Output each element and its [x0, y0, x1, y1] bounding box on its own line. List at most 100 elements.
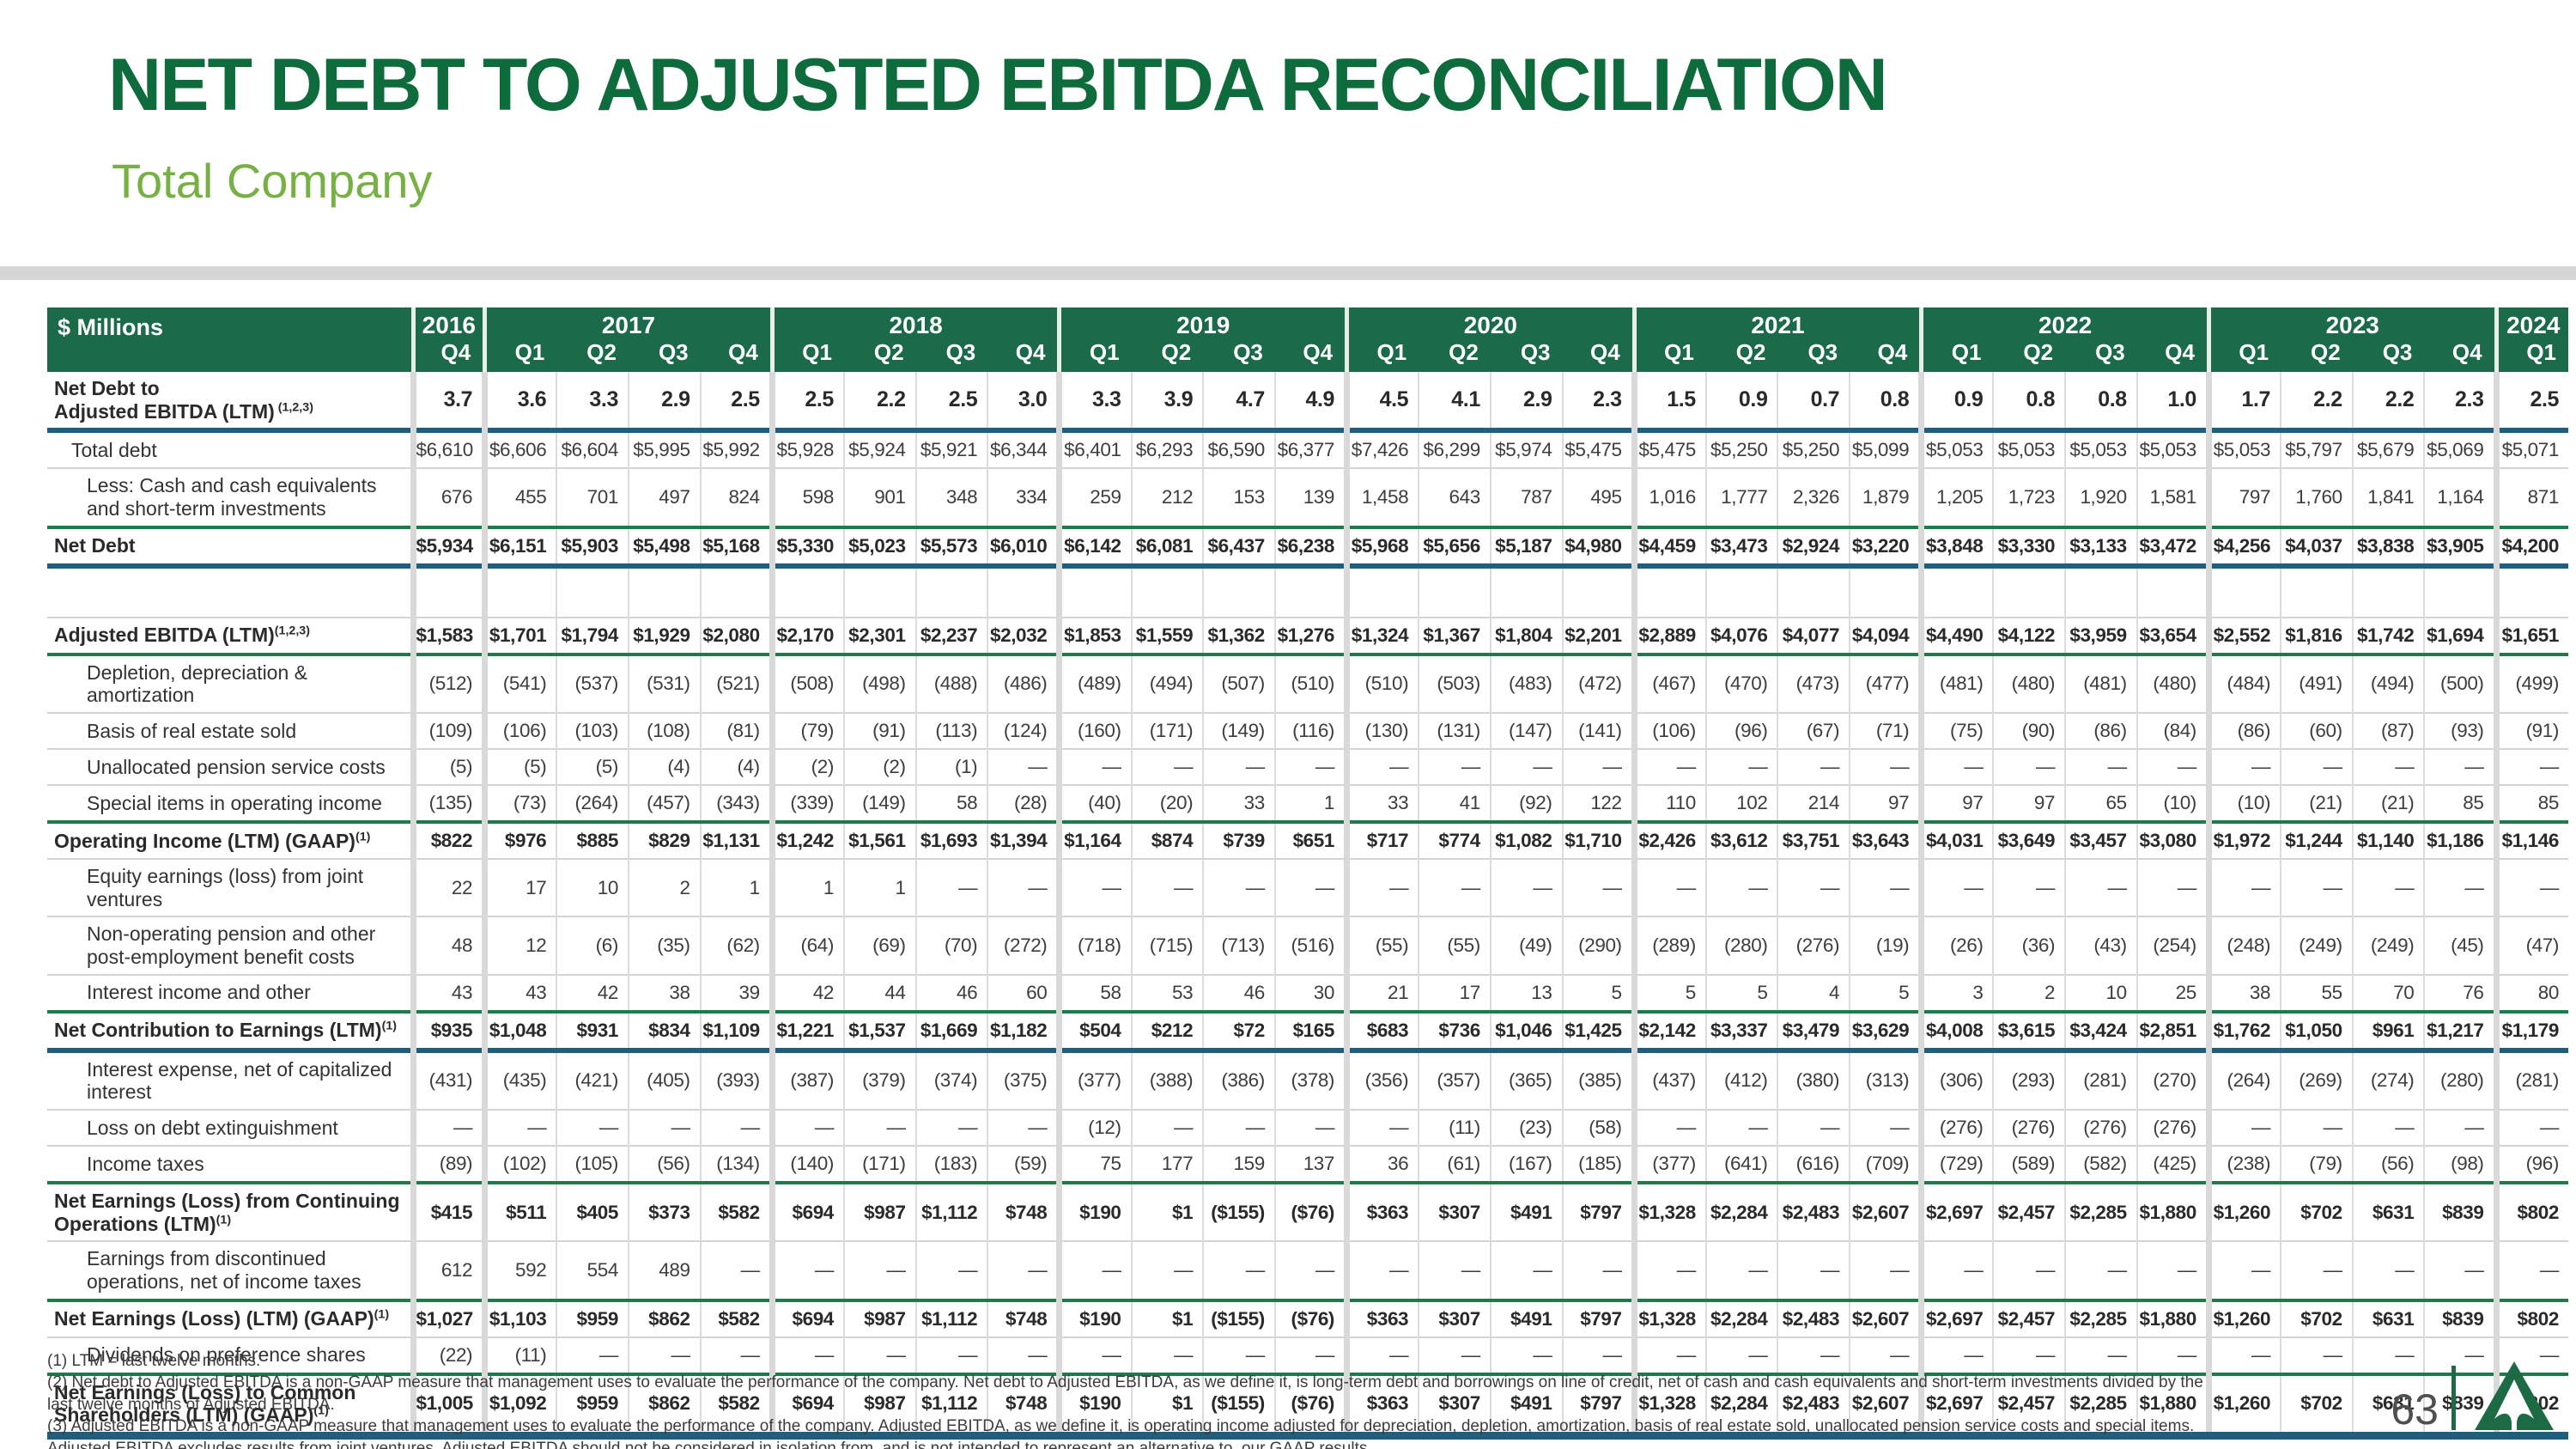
table-cell: $1,182 [987, 1011, 1060, 1050]
table-cell: $822 [410, 822, 485, 860]
table-cell: (380) [1777, 1050, 1850, 1111]
table-cell: — [1561, 859, 1635, 917]
table-cell: $491 [1489, 1373, 1563, 1436]
table-cell: — [1418, 749, 1491, 786]
table-cell: $504 [1056, 1011, 1132, 1050]
table-cell: 4.9 [1273, 372, 1347, 431]
table-cell: — [2351, 1241, 2425, 1300]
table-cell: $4,200 [2493, 527, 2568, 566]
table-cell: $5,656 [1418, 527, 1491, 566]
table-cell: — [1631, 1110, 1706, 1147]
quarter-header: Q2 [1993, 339, 2066, 372]
quarter-header: Q1 [2494, 339, 2568, 372]
table-cell: $3,649 [1992, 822, 2066, 860]
table-cell: — [1130, 859, 1204, 917]
table-cell: $1,880 [2136, 1300, 2209, 1337]
table-cell [1130, 565, 1204, 618]
table-cell: $1,853 [1056, 617, 1132, 654]
table-cell: (467) [1631, 654, 1706, 714]
table-cell: (379) [842, 1050, 916, 1111]
table-cell: $405 [556, 1183, 629, 1242]
table-cell: — [2493, 859, 2568, 917]
table-cell: — [1918, 859, 1994, 917]
table-cell: $683 [1344, 1011, 1419, 1050]
table-cell: 17 [1418, 974, 1491, 1012]
quarter-header: Q1 [2206, 339, 2281, 372]
table-cell: $363 [1344, 1373, 1419, 1436]
table-cell: $987 [842, 1183, 916, 1242]
table-cell: $1,972 [2205, 822, 2281, 860]
table-cell: 5 [1631, 974, 1706, 1012]
table-cell: $3,220 [1849, 527, 1922, 566]
table-cell: (289) [1631, 916, 1706, 975]
table-cell: (87) [2351, 713, 2425, 750]
table-cell [1849, 565, 1922, 618]
table-cell: $931 [556, 1011, 629, 1050]
table-cell: $797 [1561, 1373, 1635, 1436]
table-cell: 33 [1344, 785, 1419, 823]
table-cell: — [2205, 1110, 2281, 1147]
table-cell: 159 [1202, 1146, 1275, 1184]
table-cell: $5,934 [410, 527, 485, 566]
quarter-header: Q2 [1419, 339, 1491, 372]
table-cell: 1,841 [2351, 468, 2425, 527]
table-cell: $307 [1418, 1183, 1491, 1242]
company-logo-icon [2475, 1361, 2554, 1430]
table-cell: $1 [1130, 1183, 1204, 1242]
row-label: Dividends on preference shares [87, 1343, 366, 1367]
table-cell: (274) [2351, 1050, 2425, 1111]
table-cell: ($155) [1202, 1183, 1275, 1242]
table-cell: (306) [1918, 1050, 1994, 1111]
row-label: Interest expense, net of capitalized inte… [87, 1057, 392, 1104]
table-cell: 46 [1202, 974, 1275, 1012]
table-cell: — [1631, 1241, 1706, 1300]
table-cell: (385) [1561, 1050, 1635, 1111]
table-cell: $2,032 [987, 617, 1060, 654]
table-cell: (254) [2136, 916, 2209, 975]
table-cell: $959 [556, 1300, 629, 1337]
table-cell: 1,581 [2136, 468, 2209, 527]
table-cell: 598 [769, 468, 844, 527]
table-cell: — [1273, 1241, 1347, 1300]
row-net-debt: Net Debt $5,934 $6,151 $5,903 $5,498 $5,168 $5… [47, 527, 2568, 566]
table-cell: (36) [1992, 916, 2066, 975]
table-cell: (377) [1056, 1050, 1132, 1111]
table-cell: (508) [769, 654, 844, 714]
row-net-earnings-gaap: Net Earnings (Loss) (LTM) (GAAP)(1) $1,02… [47, 1300, 2568, 1337]
table-cell: — [1344, 749, 1419, 786]
table-cell: $2,285 [2064, 1373, 2137, 1436]
table-cell: $307 [1418, 1373, 1491, 1436]
table-cell [1273, 565, 1347, 618]
quarter-header: Q3 [2352, 339, 2425, 372]
table-cell: ($76) [1273, 1373, 1347, 1436]
table-cell [1489, 565, 1563, 618]
table-cell: 489 [627, 1241, 701, 1300]
table-cell: — [1777, 749, 1850, 786]
table-cell: — [2064, 749, 2137, 786]
table-cell: 1,760 [2280, 468, 2353, 527]
table-cell: (470) [1704, 654, 1778, 714]
table-cell: 1.7 [2205, 372, 2281, 431]
table-cell: $5,168 [699, 527, 773, 566]
table-cell: 13 [1489, 974, 1563, 1012]
table-cell: $2,201 [1561, 617, 1635, 654]
table-cell: $4,077 [1777, 617, 1850, 654]
table-cell: $1 [1130, 1300, 1204, 1337]
table-cell: 53 [1130, 974, 1204, 1012]
table-cell: $5,053 [1992, 430, 2066, 469]
row-label: Net Earnings (Loss) (LTM) (GAAP)(1) [54, 1307, 390, 1330]
table-cell [1418, 565, 1491, 618]
table-cell: (5) [556, 749, 629, 786]
table-cell: $6,081 [1130, 527, 1204, 566]
table-cell: (339) [769, 785, 844, 823]
table-cell [410, 565, 485, 618]
table-cell: — [914, 1241, 988, 1300]
table-cell: (130) [1344, 713, 1419, 750]
row-net-earnings-to-common-shareholders: Net Earnings (Loss) to Common Shareholder… [47, 1373, 2568, 1436]
table-cell: $5,330 [769, 527, 844, 566]
table-cell: 901 [842, 468, 916, 527]
table-cell: — [1849, 749, 1922, 786]
table-cell: $862 [627, 1300, 701, 1337]
table-cell: (437) [1631, 1050, 1706, 1111]
row-label: Less: Cash and cash equivalents and short… [87, 474, 377, 521]
